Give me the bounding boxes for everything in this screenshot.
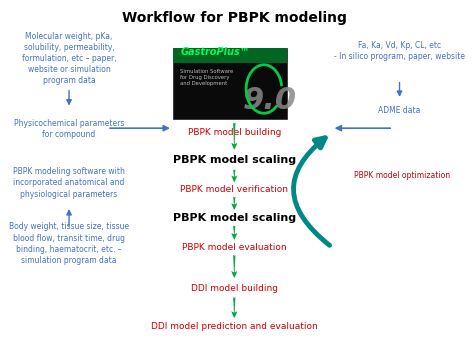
Text: Physicochemical parameters
for compound: Physicochemical parameters for compound	[14, 119, 124, 139]
FancyBboxPatch shape	[173, 48, 287, 119]
Text: Molecular weight, pKa,
solubility, permeability,
formulation, etc – paper,
websi: Molecular weight, pKa, solubility, perme…	[22, 32, 116, 85]
Text: DDI model building: DDI model building	[191, 284, 278, 293]
Text: PBPK model building: PBPK model building	[188, 128, 281, 137]
Text: PBPK model verification: PBPK model verification	[180, 186, 288, 194]
Text: Workflow for PBPK modeling: Workflow for PBPK modeling	[122, 11, 346, 25]
Text: PBPK model scaling: PBPK model scaling	[173, 213, 296, 222]
Text: PBPK modeling software with
incorporated anatomical and
physiological parameters: PBPK modeling software with incorporated…	[13, 167, 125, 199]
Text: 9.0: 9.0	[242, 86, 297, 115]
Text: PBPK model evaluation: PBPK model evaluation	[182, 243, 287, 252]
Text: Fa, Ka, Vd, Kp, CL, etc
- In silico program, paper, website: Fa, Ka, Vd, Kp, CL, etc - In silico prog…	[334, 41, 465, 61]
FancyArrowPatch shape	[293, 138, 329, 245]
Text: ADME data: ADME data	[378, 106, 421, 115]
Text: Body weight, tissue size, tissue
blood flow, transit time, drug
binding, haemato: Body weight, tissue size, tissue blood f…	[9, 222, 129, 265]
Text: Simulation Software
for Drug Discovery
and Development: Simulation Software for Drug Discovery a…	[181, 69, 234, 86]
FancyBboxPatch shape	[173, 48, 287, 63]
Text: GastroPlus™: GastroPlus™	[181, 47, 250, 57]
Text: DDI model prediction and evaluation: DDI model prediction and evaluation	[151, 322, 318, 331]
Text: PBPK model scaling: PBPK model scaling	[173, 156, 296, 165]
Text: PBPK model optimization: PBPK model optimization	[354, 171, 450, 181]
